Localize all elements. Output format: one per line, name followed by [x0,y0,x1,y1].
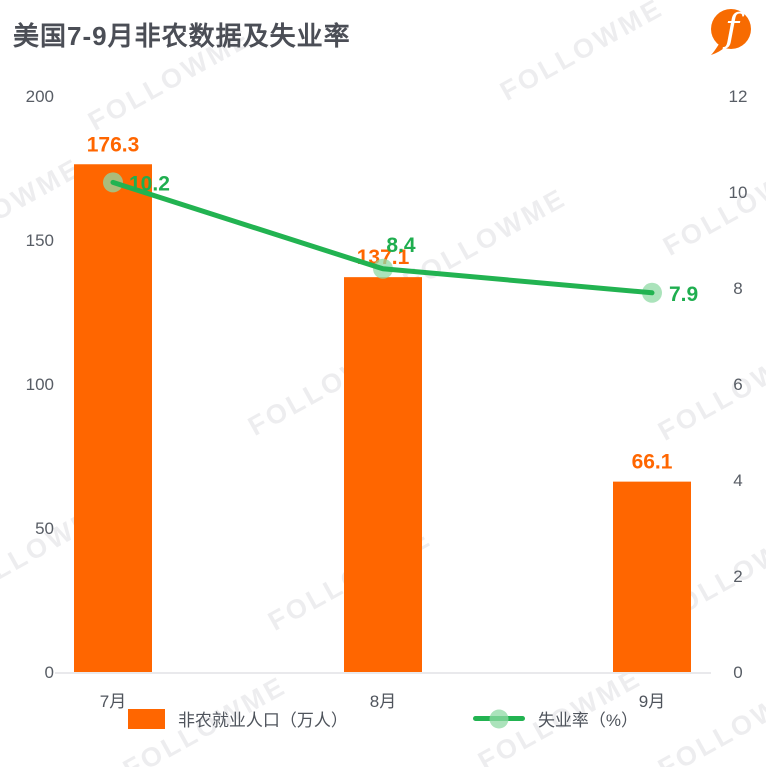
legend-item-unemployment: 失业率（%） [472,706,639,731]
right-axis-tick: 10 [729,183,748,202]
left-axis-tick: 100 [26,375,54,394]
left-axis-tick: 0 [45,663,54,682]
legend-label-nonfarm: 非农就业人口（万人） [177,711,348,730]
bar-swatch-icon [127,708,165,729]
bar-8月 [344,277,422,672]
bar-7月 [74,164,152,673]
right-axis-tick: 8 [733,279,742,298]
bar-9月 [613,481,691,672]
line-swatch-icon [472,709,525,729]
line-value-label: 10.2 [129,172,170,195]
right-axis-tick: 12 [729,87,748,106]
bar-value-label: 176.3 [87,133,140,156]
right-axis-tick: 0 [733,663,742,682]
bar-value-label: 66.1 [632,451,673,474]
followme-logo-icon: f [711,6,751,55]
x-axis-label: 9月 [639,692,665,711]
chart-legend: 非农就业人口（万人） 失业率（%） [0,706,766,731]
left-axis-tick: 150 [26,231,54,250]
x-axis-label: 7月 [100,692,126,711]
legend-item-nonfarm: 非农就业人口（万人） [127,706,348,731]
chart-title: 美国7-9月非农数据及失业率 [13,21,351,51]
line-swatch-dot [489,709,509,728]
legend-label-unemployment: 失业率（%） [537,711,639,730]
right-axis-tick: 4 [733,471,742,490]
right-axis-tick: 2 [733,567,742,586]
left-axis-tick: 200 [26,87,54,106]
left-axis-tick: 50 [35,519,54,538]
line-value-label: 8.4 [386,234,416,257]
unemployment-line [110,179,655,296]
right-axis-tick: 6 [733,375,742,394]
x-axis-label: 8月 [370,692,396,711]
line-value-label: 7.9 [669,283,698,306]
